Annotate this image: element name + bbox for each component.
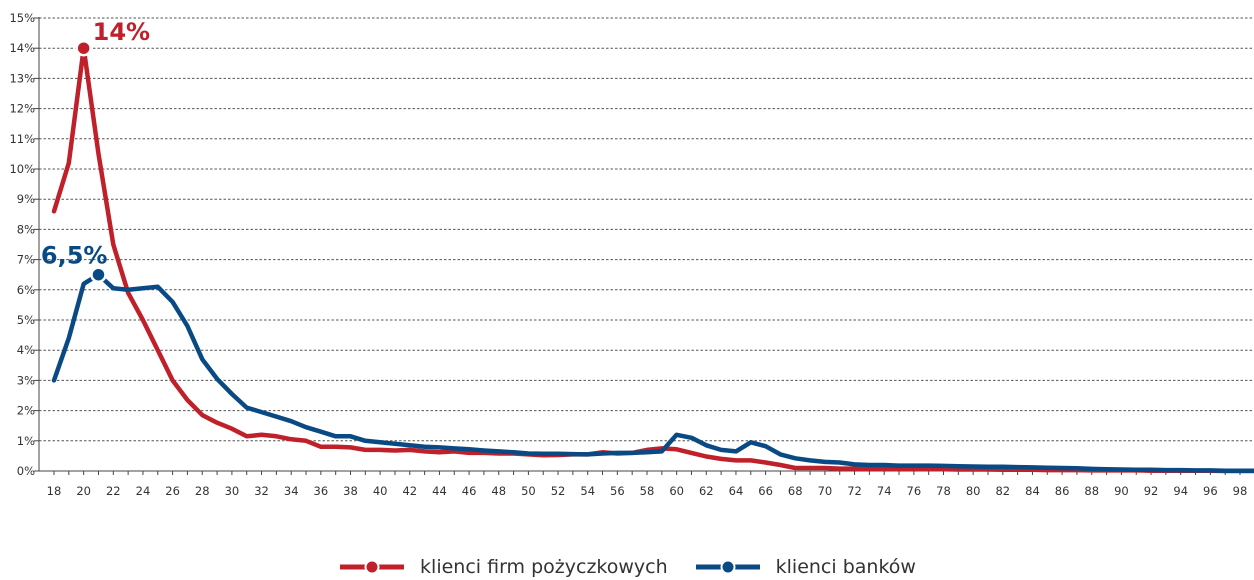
peak-annotations: 14% 6,5% — [41, 18, 150, 283]
y-axis-tick-labels: 0% 1% 2% 3% 4% 5% 6% 7% 8% 9% 10% 11% 12% 13% 14% 15% — [9, 11, 35, 478]
x-tick-label: 22 — [106, 484, 121, 498]
legend-swatch-banki — [695, 559, 760, 575]
x-tick-label: 94 — [1173, 484, 1188, 498]
x-tick-label: 52 — [551, 484, 566, 498]
x-tick-label: 34 — [284, 484, 299, 498]
x-tick-label: 70 — [818, 484, 833, 498]
y-tick-label: 5% — [17, 313, 35, 327]
y-tick-label: 2% — [17, 404, 35, 418]
x-tick-label: 76 — [907, 484, 922, 498]
chart-legend: klienci firm pożyczkowych klienci banków — [0, 556, 1254, 578]
chart-axes — [34, 17, 1254, 475]
peak-marker — [90, 266, 107, 283]
y-tick-label: 7% — [17, 253, 35, 267]
x-tick-label: 92 — [1144, 484, 1159, 498]
x-tick-label: 90 — [1114, 484, 1129, 498]
x-tick-label: 54 — [580, 484, 595, 498]
x-tick-label: 68 — [788, 484, 803, 498]
x-tick-label: 96 — [1203, 484, 1218, 498]
y-tick-label: 8% — [17, 222, 35, 236]
x-tick-label: 60 — [669, 484, 684, 498]
x-tick-label: 82 — [995, 484, 1010, 498]
peak-marker — [75, 39, 92, 57]
y-tick-label: 11% — [9, 132, 35, 146]
peak-value-label: 14% — [93, 18, 150, 46]
x-tick-label: 26 — [165, 484, 180, 498]
x-tick-label: 74 — [877, 484, 892, 498]
y-tick-label: 1% — [17, 434, 35, 448]
x-tick-label: 50 — [521, 484, 536, 498]
legend-label: klienci firm pożyczkowych — [420, 556, 668, 578]
x-tick-label: 98 — [1233, 484, 1248, 498]
series-line-2 — [51, 272, 1254, 473]
chart-grid — [39, 17, 1254, 442]
legend-swatch-pozyczkowe — [340, 559, 405, 575]
x-tick-label: 38 — [343, 484, 358, 498]
y-tick-label: 14% — [9, 41, 35, 55]
y-tick-label: 15% — [9, 11, 35, 25]
x-tick-label: 84 — [1025, 484, 1040, 498]
legend-item-banki: klienci banków — [694, 556, 916, 578]
x-tick-label: 78 — [936, 484, 951, 498]
x-tick-label: 32 — [254, 484, 269, 498]
x-tick-label: 24 — [136, 484, 151, 498]
x-tick-label: 40 — [373, 484, 388, 498]
peak-value-label: 6,5% — [41, 242, 108, 270]
x-tick-label: 58 — [640, 484, 655, 498]
x-tick-label: 46 — [462, 484, 477, 498]
x-tick-label: 20 — [76, 484, 91, 498]
y-tick-label: 3% — [17, 373, 35, 387]
legend-swatch-marker — [720, 559, 736, 575]
y-tick-label: 6% — [17, 283, 35, 297]
y-tick-label: 13% — [9, 71, 35, 85]
y-tick-label: 4% — [17, 343, 35, 357]
series-lines — [51, 45, 1254, 474]
x-tick-label: 66 — [758, 484, 773, 498]
x-tick-label: 56 — [610, 484, 625, 498]
line-chart: 0% 1% 2% 3% 4% 5% 6% 7% 8% 9% 10% 11% 12% 13% 14% 15% 1… — [9, 11, 1254, 498]
x-tick-label: 64 — [729, 484, 744, 498]
x-tick-label: 28 — [195, 484, 210, 498]
x-tick-label: 88 — [1084, 484, 1099, 498]
y-tick-label: 10% — [9, 162, 35, 176]
x-tick-label: 80 — [966, 484, 981, 498]
x-tick-label: 62 — [699, 484, 714, 498]
x-axis-tick-labels: 18 20 22 24 26 28 30 32 34 36 38 40 42 44 46 48 50 52 54 56… — [47, 484, 1248, 498]
x-tick-label: 30 — [225, 484, 240, 498]
y-tick-label: 9% — [17, 192, 35, 206]
y-tick-label: 0% — [17, 464, 35, 478]
x-tick-label: 72 — [847, 484, 862, 498]
x-tick-label: 36 — [314, 484, 329, 498]
legend-label: klienci banków — [775, 556, 916, 578]
legend-swatch-marker — [364, 559, 380, 575]
x-tick-label: 18 — [47, 484, 62, 498]
y-tick-label: 12% — [9, 102, 35, 116]
x-tick-label: 44 — [432, 484, 447, 498]
x-tick-label: 48 — [491, 484, 506, 498]
legend-item-pozyczkowe: klienci firm pożyczkowych — [338, 556, 668, 578]
x-tick-label: 42 — [402, 484, 417, 498]
x-tick-label: 86 — [1055, 484, 1070, 498]
